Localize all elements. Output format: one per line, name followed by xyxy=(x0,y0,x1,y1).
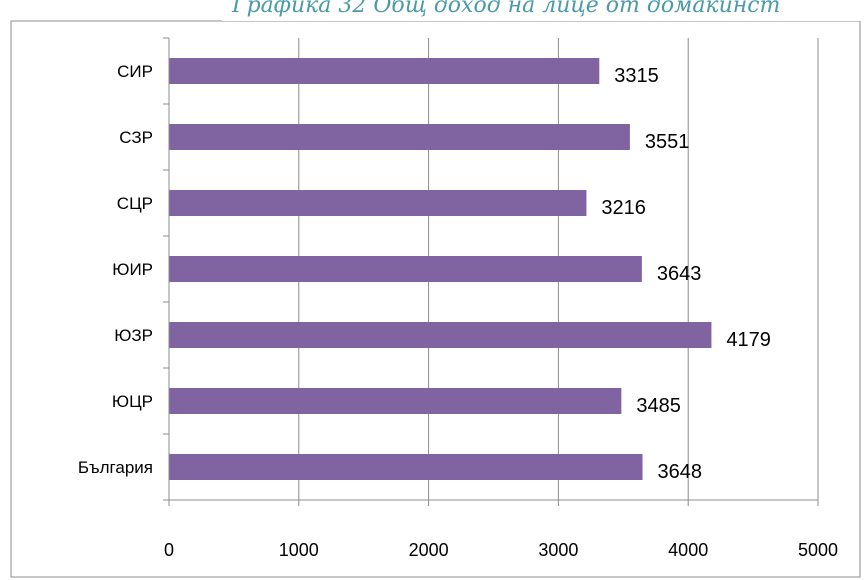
x-tick-label-5000: 5000 xyxy=(798,540,838,560)
x-tick-label-3000: 3000 xyxy=(538,540,578,560)
category-label-1: СИР xyxy=(117,62,153,81)
data-label-5: 4179 xyxy=(726,329,771,351)
data-label-2: 3551 xyxy=(645,131,690,153)
category-label-4: ЮИР xyxy=(112,260,153,279)
category-label-3: СЦР xyxy=(117,194,153,213)
chart-title: Графика 32 Общ доход на лице от домакинс… xyxy=(231,0,780,18)
category-label-7: България xyxy=(78,458,153,477)
bar-1 xyxy=(169,58,600,84)
chart-border xyxy=(10,20,861,578)
bar-7 xyxy=(169,454,643,480)
bar-6 xyxy=(169,388,622,414)
x-tick-label-4000: 4000 xyxy=(668,540,708,560)
category-label-2: СЗР xyxy=(119,128,153,147)
bar-2 xyxy=(169,124,630,150)
bars xyxy=(169,58,712,480)
labels: 0 1000 2000 3000 4000 5000 СИР 3315 СЗР 3551 СЦР 32… xyxy=(78,62,838,560)
data-label-1: 3315 xyxy=(614,65,659,87)
title-backdrop xyxy=(222,0,864,21)
bar-3 xyxy=(169,190,587,216)
x-tick-label-0: 0 xyxy=(164,540,174,560)
data-label-4: 3643 xyxy=(657,263,702,285)
data-label-3: 3216 xyxy=(601,197,646,219)
x-tick-label-2000: 2000 xyxy=(409,540,449,560)
category-label-6: ЮЦР xyxy=(112,392,153,411)
data-label-6: 3485 xyxy=(636,395,681,417)
axes xyxy=(163,37,819,506)
category-label-5: ЮЗР xyxy=(114,326,153,345)
bar-4 xyxy=(169,256,642,282)
data-label-7: 3648 xyxy=(658,461,703,483)
x-tick-label-1000: 1000 xyxy=(279,540,319,560)
bar-5 xyxy=(169,322,712,348)
